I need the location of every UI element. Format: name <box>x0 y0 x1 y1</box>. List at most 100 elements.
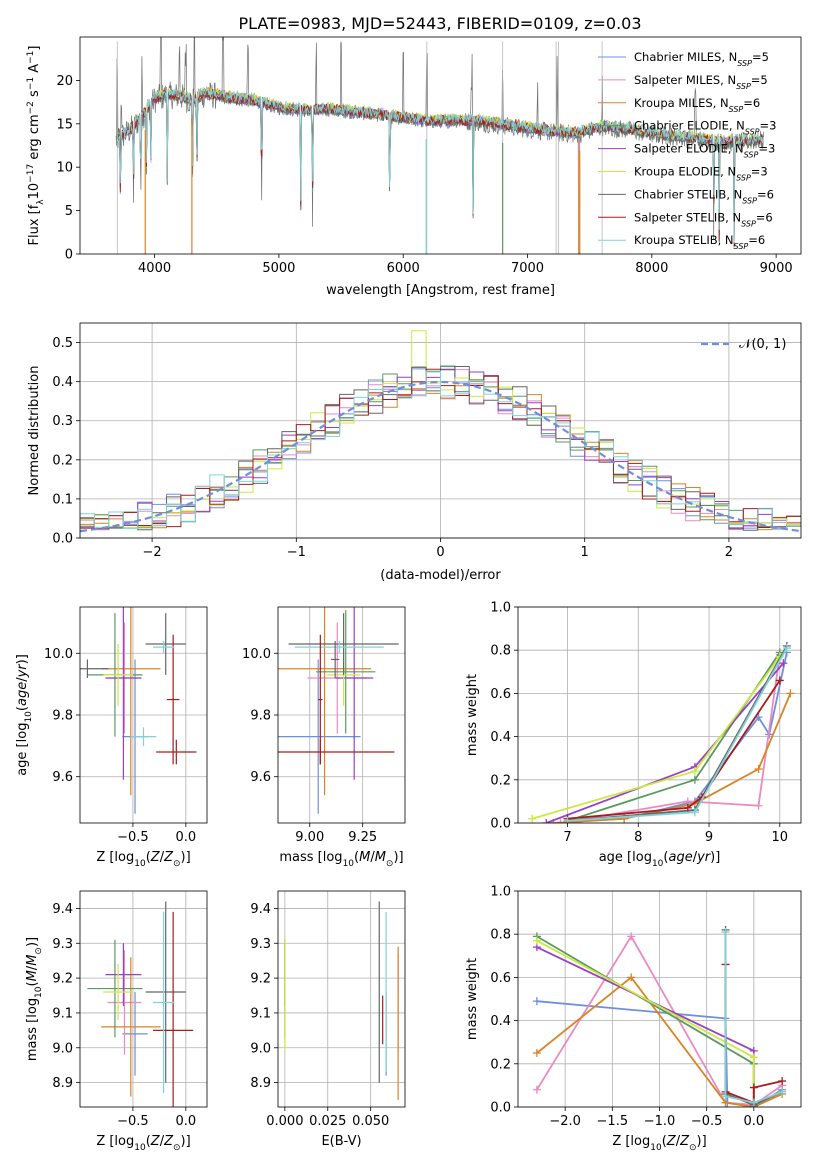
errorbar-point-salpeter-elodie <box>335 607 374 780</box>
label-part: ( <box>662 1134 667 1149</box>
y-tick-label: 0.2 <box>490 1057 511 1072</box>
x-tick-label: 1 <box>581 545 589 560</box>
panel-mass-vs-Z: −0.5 0.08.99.09.19.29.39.4Z [log10(Z/Z⊙)]… <box>25 890 208 1153</box>
errorbar-point-salpeter-elodie <box>105 943 142 1006</box>
label-part: 10 <box>134 1143 146 1153</box>
y-tick-label: 9.3 <box>52 937 73 952</box>
label-part: Z <box>679 1134 690 1149</box>
plot-area-weight-vs-age <box>528 641 795 823</box>
weight-marker <box>683 803 692 812</box>
y-axis-label: mass weight <box>465 674 480 756</box>
label-part: −1 <box>26 51 36 64</box>
label-part: )] <box>15 654 30 664</box>
label-part: Z [log <box>612 1134 650 1149</box>
panel-mass-vs-EBV: 0.000 0.025 0.050 8.9 9.0 9.1 9.2 9.3 9.4 E(B-V) <box>250 890 406 1149</box>
label-part: M <box>25 955 40 966</box>
legend-subscript: SSP <box>734 242 749 251</box>
x-tick-label: 9000 <box>760 261 793 276</box>
label-part: / <box>25 965 40 970</box>
weight-series-kroupa-stelib <box>563 644 791 823</box>
label-part: 10 <box>652 859 664 869</box>
legend-tail: =5 <box>752 50 769 64</box>
errorbar-point-salpeter-stelib <box>318 634 323 765</box>
panel-residuals: −2 −1 0 1 2 0.0 0.1 0.2 0.3 0.4 0.5 𝒩(0, 1) (data-mo… <box>27 322 802 583</box>
label-part: )] <box>181 1134 191 1149</box>
weight-marker <box>749 1098 758 1107</box>
x-tick-label: 0.0 <box>743 1114 764 1129</box>
y-tick-label: 0.8 <box>490 928 511 943</box>
errorbar-point-kroupa-miles <box>278 607 372 796</box>
label-part: Z [log <box>96 1134 134 1149</box>
legend-tail: =6 <box>748 233 765 247</box>
legend-label-salpeter-stelib: Salpeter STELIB, NSSP=6 <box>634 210 773 228</box>
label-part: erg cm <box>27 114 42 163</box>
weight-marker <box>627 973 636 982</box>
label-part: −2 <box>26 101 36 114</box>
plot-area-age-vs-Z <box>80 607 197 814</box>
legend-tail: =5 <box>751 73 768 87</box>
label-part: ⊙ <box>689 1143 697 1153</box>
errorbar-point-kroupa-miles <box>101 607 161 796</box>
label-part: )] <box>25 937 40 947</box>
errorbar-point-kroupa-stelib <box>153 911 175 1094</box>
y-tick-label: 0.2 <box>490 773 511 788</box>
x-tick-label: 2 <box>725 545 733 560</box>
legend-tail: =3 <box>758 142 775 156</box>
panel-weight-vs-Z: −2.0 −1.5 −1.0 −0.5 0.0 0.0 0.2 0.4 0.6 0.8 1.0 Z [… <box>465 885 802 1153</box>
label-part: −1 <box>26 77 36 90</box>
y-axis-label: mass weight <box>465 958 480 1040</box>
weight-marker <box>778 1077 787 1086</box>
label-part: A <box>27 64 42 77</box>
y-tick-label: 15 <box>56 117 73 132</box>
label-part: Z <box>150 850 161 865</box>
x-tick-label: 0 <box>436 545 444 560</box>
errorbar-point-kroupa-miles <box>101 957 161 1097</box>
ticks-weight-vs-age: 7 8 9 10 0.0 0.2 0.4 0.6 0.8 1.0 <box>490 601 788 846</box>
legend-subscript: SSP <box>737 59 752 68</box>
label-part: Z <box>666 1134 677 1149</box>
weight-marker <box>542 819 551 823</box>
legend-text: Chabrier MILES, N <box>634 50 737 64</box>
label-part: M <box>375 850 386 865</box>
y-tick-label: 10.0 <box>242 647 271 662</box>
errorbar-point-salpeter-stelib <box>156 739 197 765</box>
label-part: ⊙ <box>386 859 394 869</box>
weight-marker <box>749 1053 758 1062</box>
label-part: ] <box>27 46 42 51</box>
x-axis-label: mass [log10(M/M⊙)] <box>279 850 403 869</box>
y-tick-label: 8.9 <box>250 1076 271 1091</box>
label-part: ( <box>15 706 30 711</box>
errorbar-point-kroupa-stelib <box>153 640 175 654</box>
weight-marker <box>721 928 730 937</box>
normal-reference-curve <box>80 380 801 533</box>
label-part: / <box>370 850 375 865</box>
x-tick-label: −1 <box>287 545 306 560</box>
x-tick-label: 5000 <box>262 261 295 276</box>
weight-marker <box>690 808 699 817</box>
y-tick-label: 9.2 <box>52 972 73 987</box>
weight-marker <box>782 644 791 653</box>
grid-mass-vs-Z <box>80 891 207 1107</box>
x-tick-label: 6000 <box>387 261 420 276</box>
x-tick-label: 0.025 <box>309 1114 346 1129</box>
x-tick-label: −0.5 <box>117 1114 149 1129</box>
axes-frame <box>277 606 406 824</box>
x-tick-label: 4000 <box>138 261 171 276</box>
legend-text: Chabrier ELODIE, N <box>634 119 745 133</box>
weight-line <box>724 932 783 1104</box>
legend-tail: =6 <box>743 96 760 110</box>
legend-label-normal: 𝒩(0, 1) <box>739 337 786 352</box>
y-tick-label: 9.8 <box>52 709 73 724</box>
y-tick-label: 9.1 <box>250 1006 271 1021</box>
label-part: yr <box>696 850 712 865</box>
x-tick-label: −0.5 <box>117 830 149 845</box>
label-part: ( <box>354 850 359 865</box>
legend-text: Kroupa ELODIE, N <box>634 165 736 179</box>
axes-frame <box>79 606 208 824</box>
weight-marker <box>754 801 763 810</box>
label-part: ( <box>146 850 151 865</box>
ticks-mass-vs-EBV: 0.000 0.025 0.050 8.9 9.0 9.1 9.2 9.3 9.4 <box>250 902 389 1129</box>
errorbar-point-salpeter-stelib <box>166 634 180 765</box>
label-part: M <box>359 850 370 865</box>
